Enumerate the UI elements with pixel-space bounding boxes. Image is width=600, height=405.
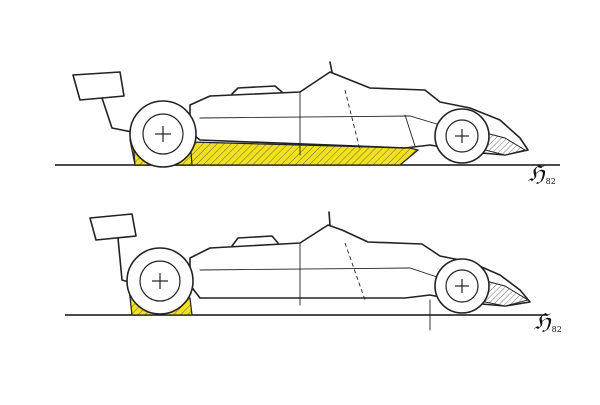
bottom-dashed-line bbox=[344, 242, 366, 301]
artist-signature-bottom: ℌ82 bbox=[534, 310, 562, 335]
top-body-outline bbox=[189, 71, 529, 156]
top-wing-strut bbox=[101, 97, 133, 133]
bottom-body-crease bbox=[199, 267, 441, 279]
bottom-rear-rim bbox=[139, 260, 181, 302]
bottom-rear-wing bbox=[89, 213, 137, 241]
top-front-rim bbox=[445, 119, 479, 153]
bottom-mirror bbox=[328, 211, 331, 226]
bottom-front-rim bbox=[445, 269, 479, 303]
top-car bbox=[55, 61, 560, 168]
top-dashed-line bbox=[344, 89, 361, 151]
top-panel-line-2 bbox=[404, 114, 416, 147]
bottom-engine-cover bbox=[231, 235, 279, 247]
bottom-body-outline bbox=[189, 224, 531, 307]
top-mirror bbox=[329, 61, 333, 73]
top-body-crease bbox=[199, 115, 441, 126]
top-rear-wing bbox=[72, 71, 125, 101]
top-rear-rim bbox=[142, 113, 184, 155]
top-engine-cover bbox=[231, 85, 283, 95]
artist-signature-top: ℌ82 bbox=[528, 162, 556, 187]
bottom-car bbox=[65, 211, 545, 331]
